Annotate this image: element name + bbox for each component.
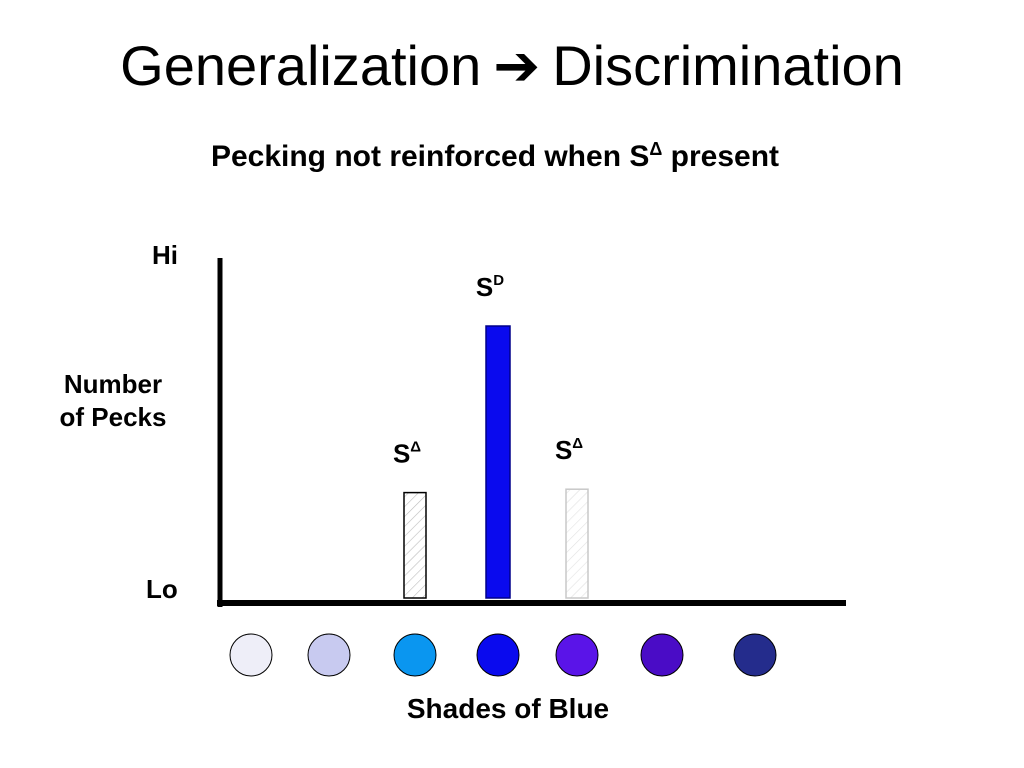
bar-annotation-superscript: Δ [410,439,421,456]
shade-swatch-4 [476,633,520,677]
subtitle-main: Pecking not reinforced when S [210,140,650,173]
title-left: Generalization [120,34,482,97]
y-tick-hi: Hi [152,240,178,270]
bar-annotation-superscript: D [493,272,504,289]
subtitle-end: present [662,140,780,173]
y-axis-title: Number of Pecks [40,368,186,433]
title-right: Discrimination [552,34,904,97]
shade-swatch-5 [555,633,599,677]
bar-shade-4 [485,325,511,599]
bar-annotation-superscript: Δ [572,435,583,452]
bar-shade-3 [403,491,427,599]
y-axis-title-line-1: Number [63,369,163,399]
y-tick-lo: Lo [146,574,178,604]
arrow-right-icon: ➔ [493,34,541,97]
shade-swatch-2 [307,633,351,677]
bar-annotation-0: SΔ [393,439,421,469]
bar-shade-5 [565,488,589,599]
shade-swatch-1 [229,633,273,677]
bar-annotation-2: SΔ [555,435,583,465]
y-axis-title-line-2: of Pecks [59,401,167,432]
slide-title: Generalization ➔ Discrimination [0,38,1024,94]
shade-swatch-7 [733,633,777,677]
subtitle-superscript: Δ [649,139,663,159]
bar-annotation-1: SD [476,272,504,302]
shade-swatch-6 [640,633,684,677]
x-axis-title: Shades of Blue [406,693,610,724]
shade-swatch-3 [393,633,437,677]
slide-subtitle: Pecking not reinforced when SΔ present [0,140,990,174]
